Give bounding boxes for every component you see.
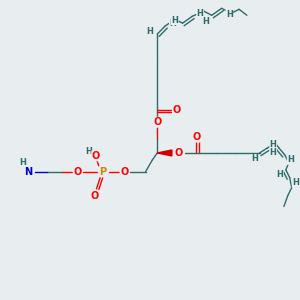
Text: O: O (73, 167, 82, 177)
Text: H: H (85, 148, 92, 157)
Text: O: O (192, 132, 200, 142)
Text: N: N (25, 167, 33, 177)
Text: H: H (202, 17, 209, 26)
Text: O: O (175, 148, 183, 158)
Text: H: H (270, 148, 277, 158)
Text: O: O (172, 105, 181, 116)
Text: H: H (277, 170, 284, 179)
Text: O: O (92, 151, 100, 161)
Text: H: H (287, 155, 294, 164)
Text: O: O (91, 190, 99, 201)
Text: H: H (171, 16, 178, 25)
Text: H: H (270, 140, 277, 148)
Text: H: H (20, 158, 26, 167)
Text: O: O (120, 167, 128, 177)
Text: H: H (146, 27, 153, 36)
Text: O: O (153, 117, 161, 127)
Text: H: H (226, 10, 233, 19)
Text: H: H (292, 178, 299, 187)
Polygon shape (157, 150, 172, 156)
Text: P: P (99, 167, 106, 177)
Text: H: H (169, 19, 176, 28)
Text: H: H (251, 154, 258, 164)
Text: H: H (197, 9, 203, 18)
